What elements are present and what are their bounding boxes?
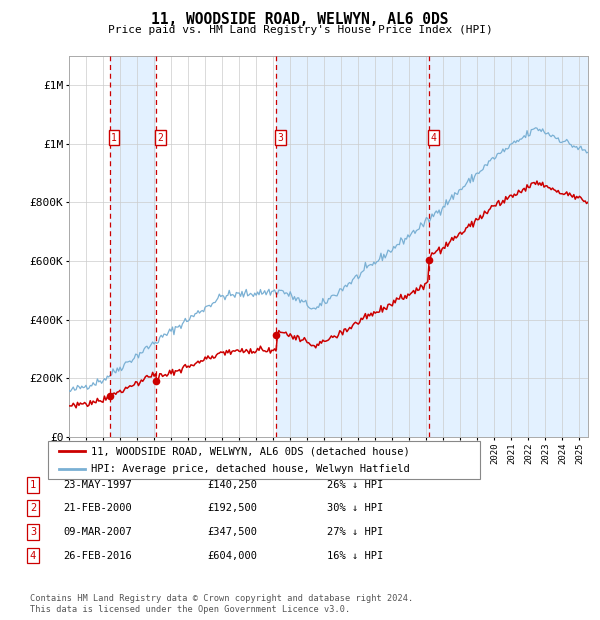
Bar — [110, 56, 156, 437]
Text: £140,250: £140,250 — [207, 480, 257, 490]
Text: 21-FEB-2000: 21-FEB-2000 — [63, 503, 132, 513]
Text: 16% ↓ HPI: 16% ↓ HPI — [327, 551, 383, 560]
Text: 11, WOODSIDE ROAD, WELWYN, AL6 0DS (detached house): 11, WOODSIDE ROAD, WELWYN, AL6 0DS (deta… — [91, 446, 410, 456]
Text: £192,500: £192,500 — [207, 503, 257, 513]
Text: 30% ↓ HPI: 30% ↓ HPI — [327, 503, 383, 513]
Text: 3: 3 — [278, 133, 284, 143]
Text: 3: 3 — [30, 527, 36, 537]
Bar — [429, 56, 588, 437]
Text: Contains HM Land Registry data © Crown copyright and database right 2024.
This d: Contains HM Land Registry data © Crown c… — [30, 595, 413, 614]
Text: 4: 4 — [30, 551, 36, 560]
Bar — [277, 56, 429, 437]
Text: £347,500: £347,500 — [207, 527, 257, 537]
FancyBboxPatch shape — [48, 441, 480, 479]
Text: 4: 4 — [430, 133, 436, 143]
Text: 26% ↓ HPI: 26% ↓ HPI — [327, 480, 383, 490]
Text: 1: 1 — [30, 480, 36, 490]
Text: 11, WOODSIDE ROAD, WELWYN, AL6 0DS: 11, WOODSIDE ROAD, WELWYN, AL6 0DS — [151, 12, 449, 27]
Text: 09-MAR-2007: 09-MAR-2007 — [63, 527, 132, 537]
Text: 1: 1 — [111, 133, 117, 143]
Text: 27% ↓ HPI: 27% ↓ HPI — [327, 527, 383, 537]
Text: Price paid vs. HM Land Registry's House Price Index (HPI): Price paid vs. HM Land Registry's House … — [107, 25, 493, 35]
Text: HPI: Average price, detached house, Welwyn Hatfield: HPI: Average price, detached house, Welw… — [91, 464, 410, 474]
Text: 26-FEB-2016: 26-FEB-2016 — [63, 551, 132, 560]
Text: 2: 2 — [158, 133, 164, 143]
Text: 23-MAY-1997: 23-MAY-1997 — [63, 480, 132, 490]
Text: 2: 2 — [30, 503, 36, 513]
Text: £604,000: £604,000 — [207, 551, 257, 560]
